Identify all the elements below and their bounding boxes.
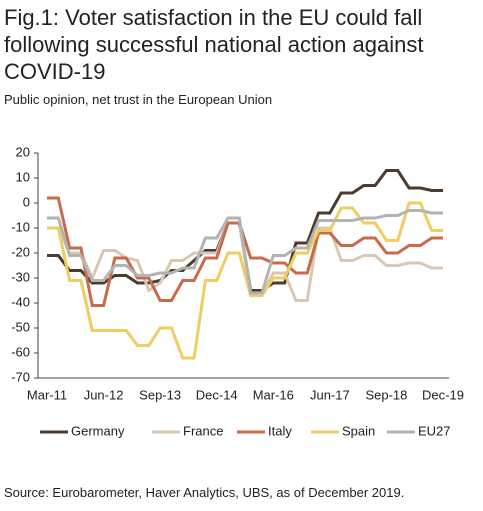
y-tick-label: 0 (23, 194, 30, 209)
y-tick-label: -60 (11, 344, 30, 359)
legend-label: EU27 (418, 423, 451, 438)
x-tick-label: Jun-17 (310, 387, 350, 402)
x-tick-label: Mar-16 (253, 387, 294, 402)
x-tick-label: Dec-14 (196, 387, 238, 402)
chart: 20 10 0 -10 -20 -30 -40 -50 -60 -70 Mar-11 Jun-12 Se… (11, 144, 464, 438)
legend-label: Italy (268, 423, 292, 438)
x-tick-label: Mar-11 (27, 387, 67, 402)
y-tick-label: -70 (11, 369, 30, 384)
series-line (47, 209, 443, 295)
series-line (47, 201, 443, 360)
y-tick-label: -50 (11, 319, 30, 334)
chart-subtitle: Public opinion, net trust in the Europea… (4, 92, 273, 107)
y-tick-label: 20 (16, 144, 30, 159)
y-tick-label: 10 (16, 169, 30, 184)
chart-title: Fig.1: Voter satisfaction in the EU coul… (4, 5, 424, 84)
y-tick-label: -30 (11, 269, 30, 284)
x-tick-label: Jun-12 (84, 387, 124, 402)
y-tick-label: -10 (11, 219, 30, 234)
legend-label: France (183, 423, 223, 438)
y-tick-label: -40 (11, 294, 30, 309)
legend-label: Spain (342, 423, 375, 438)
legend-label: Germany (71, 423, 125, 438)
x-tick-label: Sep-13 (139, 387, 181, 402)
x-tick-label: Sep-18 (365, 387, 407, 402)
x-tick-label: Dec-19 (422, 387, 464, 402)
source-note: Source: Eurobarometer, Haver Analytics, … (4, 485, 405, 500)
y-tick-label: -20 (11, 244, 30, 259)
